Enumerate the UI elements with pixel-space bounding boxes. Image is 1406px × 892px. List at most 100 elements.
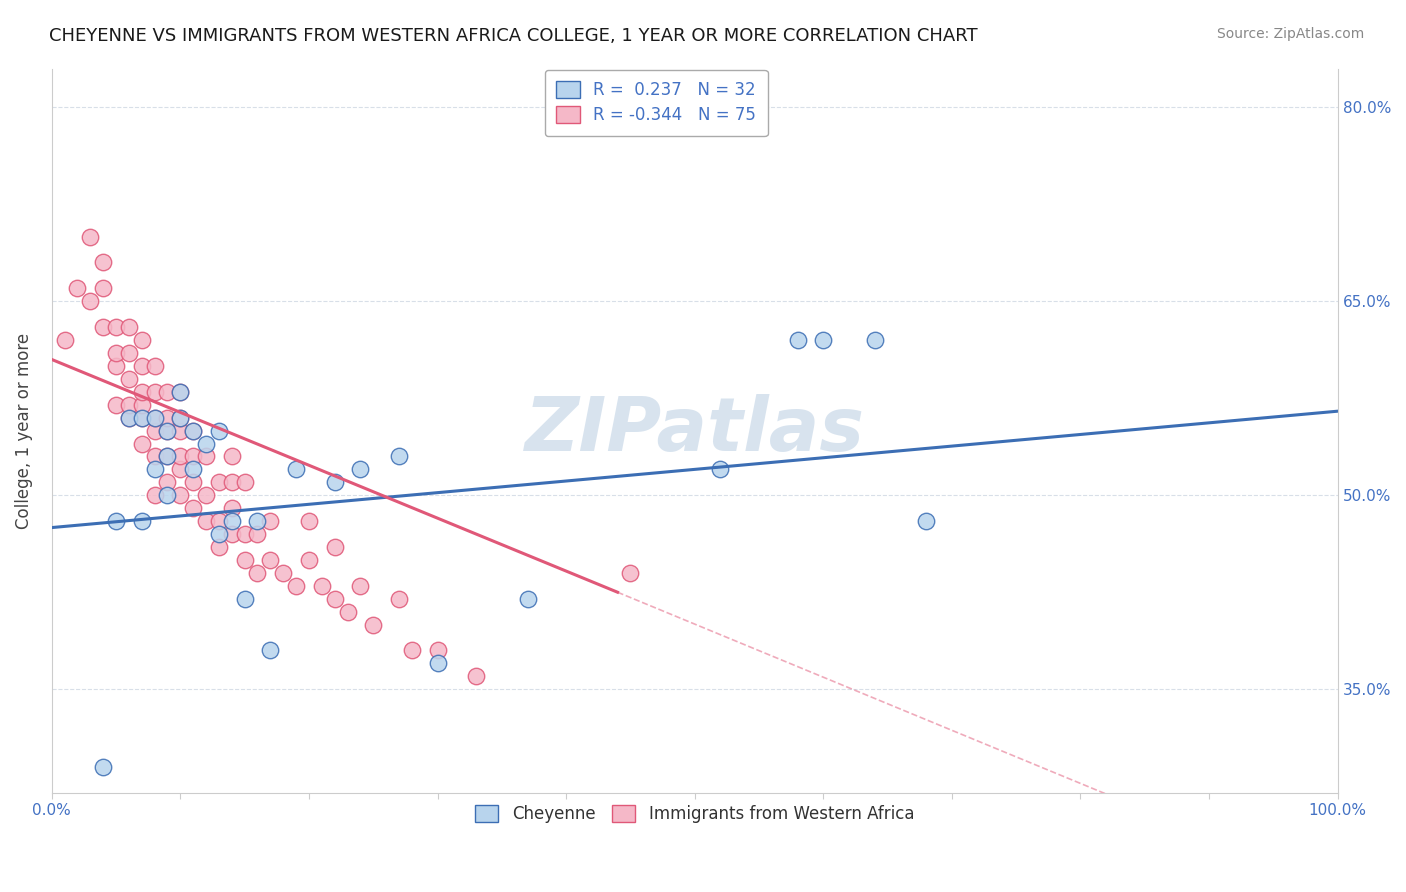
Point [786,333,808,347]
Point [516,591,538,606]
Point [169,410,191,425]
Point [285,462,308,476]
Text: CHEYENNE VS IMMIGRANTS FROM WESTERN AFRICA COLLEGE, 1 YEAR OR MORE CORRELATION C: CHEYENNE VS IMMIGRANTS FROM WESTERN AFRI… [49,27,977,45]
Point [118,346,141,360]
Point [388,450,411,464]
Point [195,514,218,528]
Point [131,514,153,528]
Point [79,294,101,309]
Point [143,359,166,373]
Point [131,410,153,425]
Point [619,566,641,580]
Point [79,229,101,244]
Point [131,436,153,450]
Point [156,488,179,502]
Point [181,462,204,476]
Point [131,410,153,425]
Point [118,320,141,334]
Point [195,436,218,450]
Point [221,527,243,541]
Legend: Cheyenne, Immigrants from Western Africa: Cheyenne, Immigrants from Western Africa [464,794,927,835]
Point [118,410,141,425]
Point [118,410,141,425]
Text: Source: ZipAtlas.com: Source: ZipAtlas.com [1216,27,1364,41]
Point [195,488,218,502]
Point [311,579,333,593]
Point [131,359,153,373]
Point [208,527,231,541]
Point [208,514,231,528]
Point [156,410,179,425]
Point [169,488,191,502]
Point [143,424,166,438]
Point [709,462,731,476]
Point [143,410,166,425]
Point [208,424,231,438]
Point [143,384,166,399]
Point [233,475,256,490]
Point [118,372,141,386]
Point [259,514,281,528]
Point [259,643,281,657]
Point [143,462,166,476]
Point [285,579,308,593]
Point [233,553,256,567]
Point [156,384,179,399]
Point [143,488,166,502]
Point [91,255,114,269]
Point [233,527,256,541]
Point [156,475,179,490]
Point [221,450,243,464]
Point [169,462,191,476]
Point [259,553,281,567]
Point [221,475,243,490]
Text: ZIPatlas: ZIPatlas [524,394,865,467]
Point [208,540,231,554]
Point [298,553,321,567]
Point [181,501,204,516]
Point [401,643,423,657]
Point [426,657,449,671]
Point [323,540,346,554]
Point [246,527,269,541]
Point [298,514,321,528]
Point [813,333,835,347]
Point [131,398,153,412]
Point [156,450,179,464]
Point [156,424,179,438]
Point [156,450,179,464]
Point [143,450,166,464]
Point [105,359,128,373]
Point [246,566,269,580]
Point [323,475,346,490]
Point [181,424,204,438]
Point [66,281,89,295]
Point [105,514,128,528]
Point [426,643,449,657]
Point [221,514,243,528]
Point [915,514,938,528]
Point [336,605,359,619]
Point [388,591,411,606]
Point [143,410,166,425]
Point [105,320,128,334]
Point [195,450,218,464]
Point [221,501,243,516]
Point [169,410,191,425]
Point [271,566,294,580]
Point [169,450,191,464]
Point [349,579,371,593]
Point [91,320,114,334]
Y-axis label: College, 1 year or more: College, 1 year or more [15,333,32,529]
Point [169,424,191,438]
Point [105,346,128,360]
Point [349,462,371,476]
Point [465,669,488,683]
Point [156,424,179,438]
Point [323,591,346,606]
Point [246,514,269,528]
Point [181,475,204,490]
Point [169,384,191,399]
Point [91,281,114,295]
Point [863,333,886,347]
